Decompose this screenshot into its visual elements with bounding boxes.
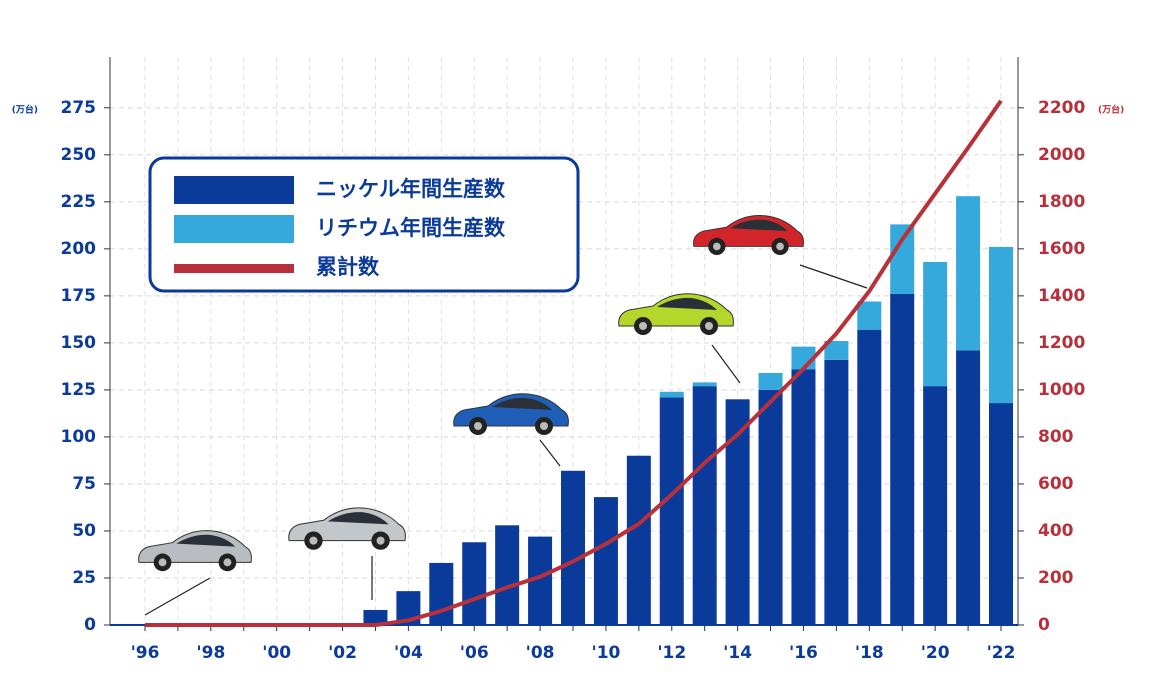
- bar: [692, 382, 717, 387]
- x-tick-label: '10: [591, 643, 620, 663]
- y2-tick-label: 200: [1038, 568, 1074, 588]
- y-tick-label: 0: [84, 615, 96, 635]
- bar: [989, 403, 1013, 625]
- x-tick-label: '98: [196, 643, 225, 663]
- y-tick-label: 150: [61, 333, 97, 353]
- bar: [692, 386, 717, 625]
- y2-tick-label: 600: [1038, 474, 1074, 494]
- legend-label: リチウム年間生産数: [316, 216, 506, 240]
- y-unit: (万台): [12, 103, 38, 115]
- bar: [923, 386, 948, 625]
- legend-label: ニッケル年間生産数: [316, 177, 506, 201]
- y-tick-label: 125: [61, 380, 97, 400]
- pointer-line: [539, 439, 561, 467]
- legend-swatch: [174, 215, 294, 243]
- bar: [890, 224, 915, 294]
- car-image: [693, 215, 804, 256]
- bar: [626, 455, 651, 625]
- hub: [309, 536, 318, 545]
- legend-label: 累計数: [316, 255, 380, 279]
- car-window: [327, 512, 389, 525]
- y2-tick-label: 1800: [1038, 192, 1085, 212]
- bar: [956, 350, 981, 625]
- x-tick-label: '22: [987, 643, 1016, 663]
- y2-unit: (万台): [1098, 103, 1124, 115]
- car-image: [453, 393, 569, 435]
- bar: [791, 369, 816, 625]
- y-tick-label: 175: [61, 286, 97, 306]
- y2-tick-label: 0: [1038, 615, 1050, 635]
- car-window: [657, 297, 717, 310]
- car-image: [618, 293, 734, 335]
- legend-swatch: [174, 176, 294, 204]
- bar: [561, 470, 585, 625]
- line: [145, 99, 1003, 627]
- car-window: [176, 534, 236, 547]
- bar: [824, 341, 849, 360]
- x-tick-label: '12: [657, 643, 686, 663]
- bar: [659, 391, 684, 398]
- y2-tick-label: 2000: [1038, 145, 1085, 165]
- car-window: [492, 397, 552, 410]
- bar: [758, 389, 783, 625]
- hub: [223, 558, 232, 567]
- x-tick-label: '96: [131, 643, 160, 663]
- bar: [363, 609, 388, 625]
- y2-tick-label: 1600: [1038, 239, 1085, 259]
- y2-tick-label: 400: [1038, 521, 1074, 541]
- bar: [857, 301, 882, 330]
- bar: [659, 397, 684, 625]
- car-window: [730, 219, 788, 232]
- x-tick-label: '02: [328, 643, 357, 663]
- car-image: [138, 530, 252, 572]
- x-tick-label: '16: [789, 643, 818, 663]
- y2-tick-label: 1000: [1038, 380, 1085, 400]
- bar: [429, 562, 454, 625]
- hub: [776, 242, 784, 251]
- hub: [158, 558, 167, 567]
- bar: [593, 497, 618, 625]
- hub: [713, 242, 721, 251]
- hub: [376, 536, 385, 545]
- hub: [639, 322, 647, 330]
- hub: [540, 422, 548, 430]
- x-tick-label: '06: [460, 643, 489, 663]
- y-tick-label: 25: [72, 568, 96, 588]
- y-tick-label: 250: [61, 145, 97, 165]
- pointer-line: [799, 264, 868, 289]
- y2-tick-label: 1200: [1038, 333, 1085, 353]
- x-tick-label: '04: [394, 643, 423, 663]
- y-tick-label: 75: [72, 474, 96, 494]
- y2-tick-label: 2200: [1038, 98, 1085, 118]
- bar: [495, 525, 520, 625]
- hub: [705, 322, 713, 330]
- y-tick-label: 225: [61, 192, 97, 212]
- car-image: [288, 507, 406, 550]
- y-tick-label: 100: [61, 427, 97, 447]
- y2-tick-label: 800: [1038, 427, 1074, 447]
- bar: [923, 262, 948, 387]
- bar: [824, 359, 849, 625]
- bar: [758, 372, 783, 390]
- x-tick-label: '14: [723, 643, 752, 663]
- y-tick-label: 275: [61, 98, 97, 118]
- y2-tick-label: 1400: [1038, 286, 1085, 306]
- y-tick-label: 200: [61, 239, 97, 259]
- pointer-line: [711, 344, 741, 384]
- y-tick-label: 50: [72, 521, 96, 541]
- x-tick-label: '00: [262, 643, 291, 663]
- pointer-line: [144, 577, 211, 616]
- bar: [989, 246, 1013, 404]
- hub: [474, 422, 482, 430]
- legend-swatch: [174, 264, 294, 273]
- bar: [857, 329, 882, 625]
- x-tick-label: '08: [526, 643, 555, 663]
- bar: [462, 542, 487, 625]
- bar: [956, 196, 981, 351]
- x-tick-label: '18: [855, 643, 884, 663]
- x-tick-label: '20: [921, 643, 950, 663]
- bar: [890, 293, 915, 625]
